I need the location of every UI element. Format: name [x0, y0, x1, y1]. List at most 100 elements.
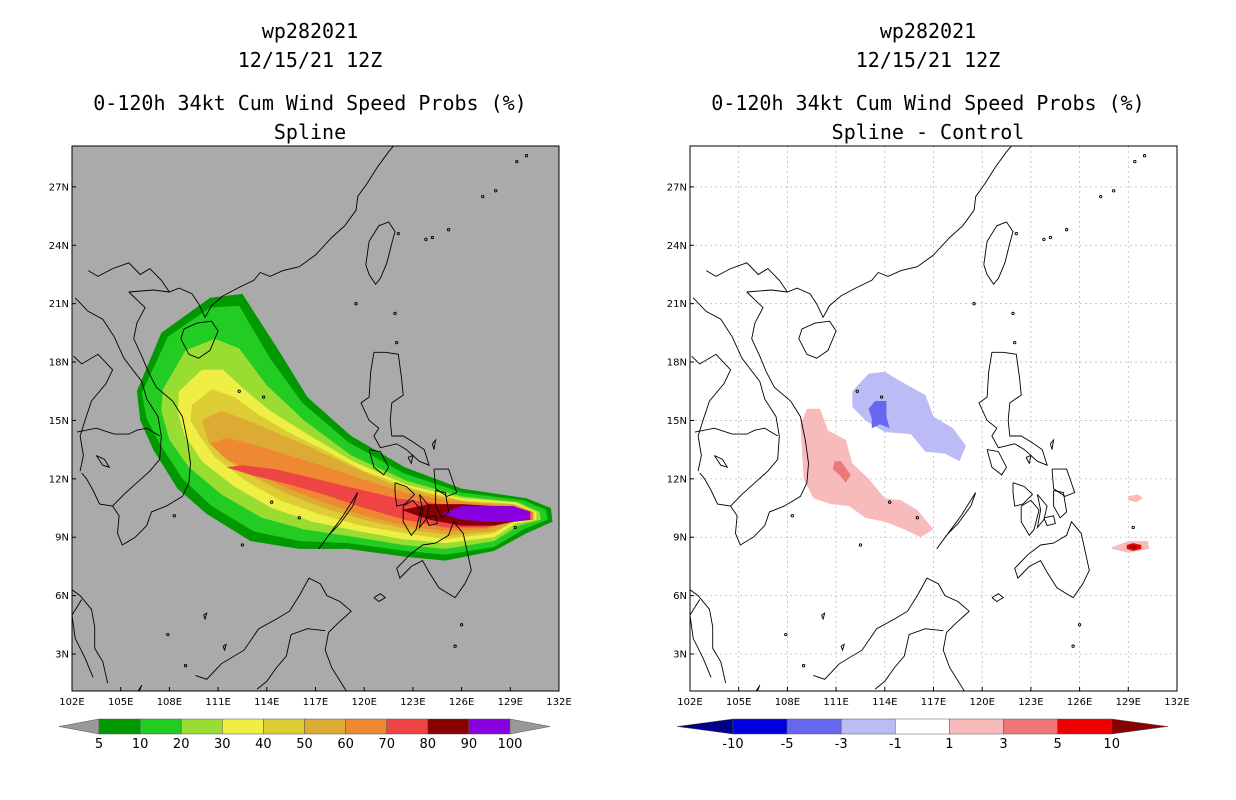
coastline-segment [1025, 454, 1032, 465]
colorbar-label: -5 [781, 737, 794, 752]
colorbar-label: 10 [1103, 737, 1120, 752]
coastline-segment [936, 492, 977, 550]
lat-tick-label: 3N [55, 650, 69, 661]
left-title-product: 0-120h 34kt Cum Wind Speed Probs (%) [93, 91, 527, 115]
colorbar-low-arrow [676, 718, 734, 735]
left-title-storm-id: wp282021 [261, 19, 359, 43]
coastline-segment [692, 297, 780, 507]
island-outline [1014, 231, 1018, 236]
colorbar-swatch [139, 718, 182, 735]
coastline-segment [373, 593, 387, 603]
colorbar-label: 5 [95, 737, 103, 752]
right-title-datetime: 12/15/21 12Z [855, 48, 1001, 72]
island-outline [395, 340, 399, 345]
coastline-segment [128, 146, 395, 319]
right-axis-ticks: 3N 6N 9N 12N 15N 18N 21N 24N 27N 102E 105E 108E 111E… [667, 182, 1190, 708]
coastline-segment [396, 520, 472, 599]
coastline-segment [1051, 468, 1076, 497]
colorbar-label: 1 [945, 737, 953, 752]
lat-tick-label: 12N [49, 474, 69, 485]
coastline-segment [705, 262, 788, 293]
coastline-segment [1020, 499, 1040, 537]
coastline-segment [983, 221, 1014, 285]
coastline-segment [368, 449, 390, 476]
lon-tick-label: 114E [872, 697, 897, 708]
lon-tick-label: 114E [254, 697, 279, 708]
island-outline [396, 231, 400, 236]
island-outline [1042, 237, 1046, 242]
island-outline [1048, 235, 1053, 240]
island-outline [261, 395, 266, 399]
coastline-segment [435, 490, 450, 519]
island-outline [354, 302, 358, 306]
colorbar-label: -10 [722, 737, 743, 752]
island-outline [1142, 154, 1147, 158]
left-coastlines [72, 146, 529, 691]
colorbar-swatch [786, 718, 842, 735]
colorbar-swatch [180, 718, 223, 735]
island-outline [172, 514, 176, 518]
coastline-segment [203, 612, 208, 621]
island-outline [183, 664, 188, 668]
island-outline [270, 500, 274, 504]
lon-tick-label: 132E [1164, 697, 1189, 708]
left-title-datetime: 12/15/21 12Z [237, 48, 383, 72]
colorbar-label: 80 [420, 737, 437, 752]
coastline-segment [691, 353, 732, 472]
colorbar-swatch [222, 718, 264, 735]
coastline-segment [318, 492, 359, 550]
coastline-segment [418, 494, 430, 530]
coastline-segment [433, 468, 458, 497]
lat-tick-label: 21N [49, 299, 69, 310]
lon-tick-label: 102E [59, 697, 84, 708]
colorbar-label: 60 [337, 737, 354, 752]
coastline-segment [425, 515, 438, 527]
coastline-segment [1014, 520, 1090, 599]
difference-blob-neg-1 [852, 371, 966, 462]
coastline-segment [360, 351, 430, 466]
island-outline [1112, 189, 1116, 193]
difference-blob-pos-3 [832, 461, 851, 483]
island-outline [459, 623, 464, 627]
probability-contour-90 [442, 506, 530, 522]
lon-tick-label: 117E [303, 697, 328, 708]
colorbar-label: -3 [835, 737, 848, 752]
left-probability-map: 3N 6N 9N 12N 15N 18N 21N 24N 27N 102E 105E 108E 111E… [49, 145, 572, 708]
colorbar-label: 5 [1053, 737, 1061, 752]
island-outline [790, 514, 794, 518]
colorbar-swatch [1003, 718, 1058, 735]
colorbar-label: 30 [214, 737, 231, 752]
island-outline [515, 159, 519, 164]
island-outline [888, 500, 892, 504]
coastline-segment [180, 320, 219, 359]
coastline-segment [746, 146, 1012, 319]
lat-tick-label: 24N [667, 241, 687, 252]
island-outline [1099, 194, 1103, 199]
lon-tick-label: 129E [498, 697, 523, 708]
lon-tick-label: 117E [921, 697, 946, 708]
coastline-segment [1049, 438, 1055, 450]
island-outline [972, 302, 976, 306]
island-outline [915, 516, 919, 520]
coastline-segment [798, 320, 837, 359]
lon-tick-label: 108E [157, 697, 182, 708]
lat-tick-label: 24N [49, 241, 69, 252]
coastline-segment [74, 297, 162, 507]
coastline-segment [95, 455, 111, 468]
coastline-segment [256, 628, 326, 690]
right-title-method: Spline - Control [831, 120, 1025, 144]
colorbar-label: 50 [296, 737, 313, 752]
coastline-segment [690, 589, 727, 684]
lon-tick-label: 105E [108, 697, 133, 708]
lon-tick-label: 102E [677, 697, 702, 708]
colorbar-label: -1 [889, 737, 902, 752]
right-coastlines [690, 146, 1147, 691]
coastline-segment [1043, 515, 1056, 527]
island-outline [297, 516, 301, 520]
colorbar-swatch [345, 718, 387, 735]
coastline-segment [87, 262, 170, 293]
right-colorbar: -10 -5 -3 -1 1 3 5 10 [676, 718, 1168, 752]
coastline-segment [1053, 490, 1068, 519]
difference-blob-pos-1 [1128, 494, 1143, 503]
lat-tick-label: 12N [667, 474, 687, 485]
